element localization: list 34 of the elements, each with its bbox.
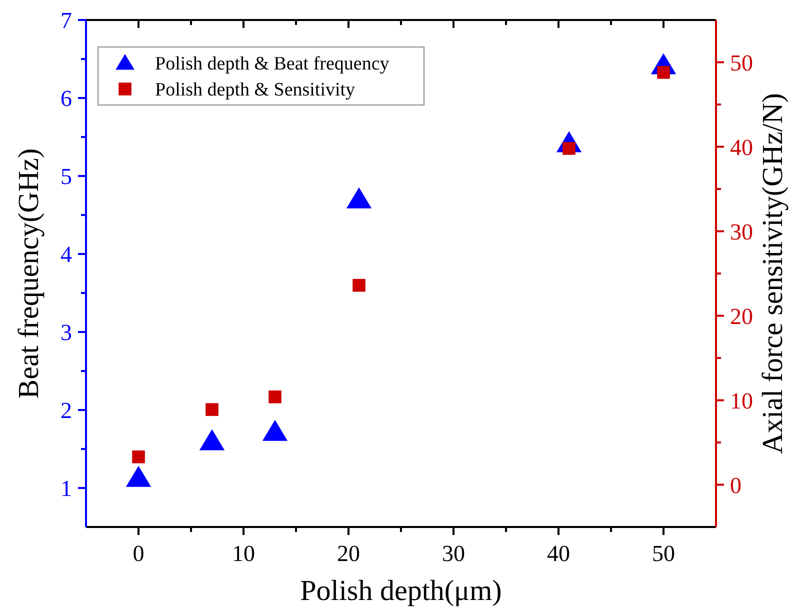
x-tick-label: 50	[652, 541, 675, 566]
point	[268, 390, 282, 404]
y-tick-label: 1	[60, 476, 72, 502]
y2-axis-title: Axial force sensitivity(GHz/N)	[757, 93, 789, 454]
x-tick-label: 20	[337, 541, 360, 566]
y-axis-title: Beat frequency(GHz)	[13, 148, 45, 399]
y-tick-label: 2	[60, 398, 72, 424]
legend-label: Polish depth & Sensitivity	[155, 80, 356, 101]
y-tick-label: 7	[60, 8, 72, 34]
point	[262, 420, 288, 441]
y2-tick-label: 0	[730, 472, 742, 498]
legend-label: Polish depth & Beat frequency	[155, 54, 390, 75]
y2-tick-label: 40	[730, 134, 753, 160]
x-tick-label: 40	[547, 541, 570, 566]
point	[352, 278, 366, 292]
y2-tick-label: 10	[730, 388, 753, 414]
x-tick-label: 10	[232, 541, 255, 566]
point	[657, 66, 670, 79]
point	[346, 187, 372, 208]
y-tick-label: 4	[60, 242, 72, 268]
y-tick-label: 3	[60, 320, 72, 346]
point	[562, 142, 576, 155]
y2-tick-label: 30	[730, 219, 753, 244]
x-axis-title: Polish depth(μm)	[300, 575, 502, 607]
x-tick-label: 0	[132, 541, 144, 566]
point	[199, 429, 225, 450]
y-tick-label: 6	[60, 86, 72, 112]
y-tick-label: 5	[60, 164, 72, 190]
point	[206, 403, 218, 416]
y2-tick-label: 50	[730, 50, 753, 76]
x-tick-label: 30	[442, 541, 465, 566]
point	[126, 466, 152, 487]
point	[132, 450, 145, 464]
y2-tick-label: 20	[730, 304, 753, 329]
